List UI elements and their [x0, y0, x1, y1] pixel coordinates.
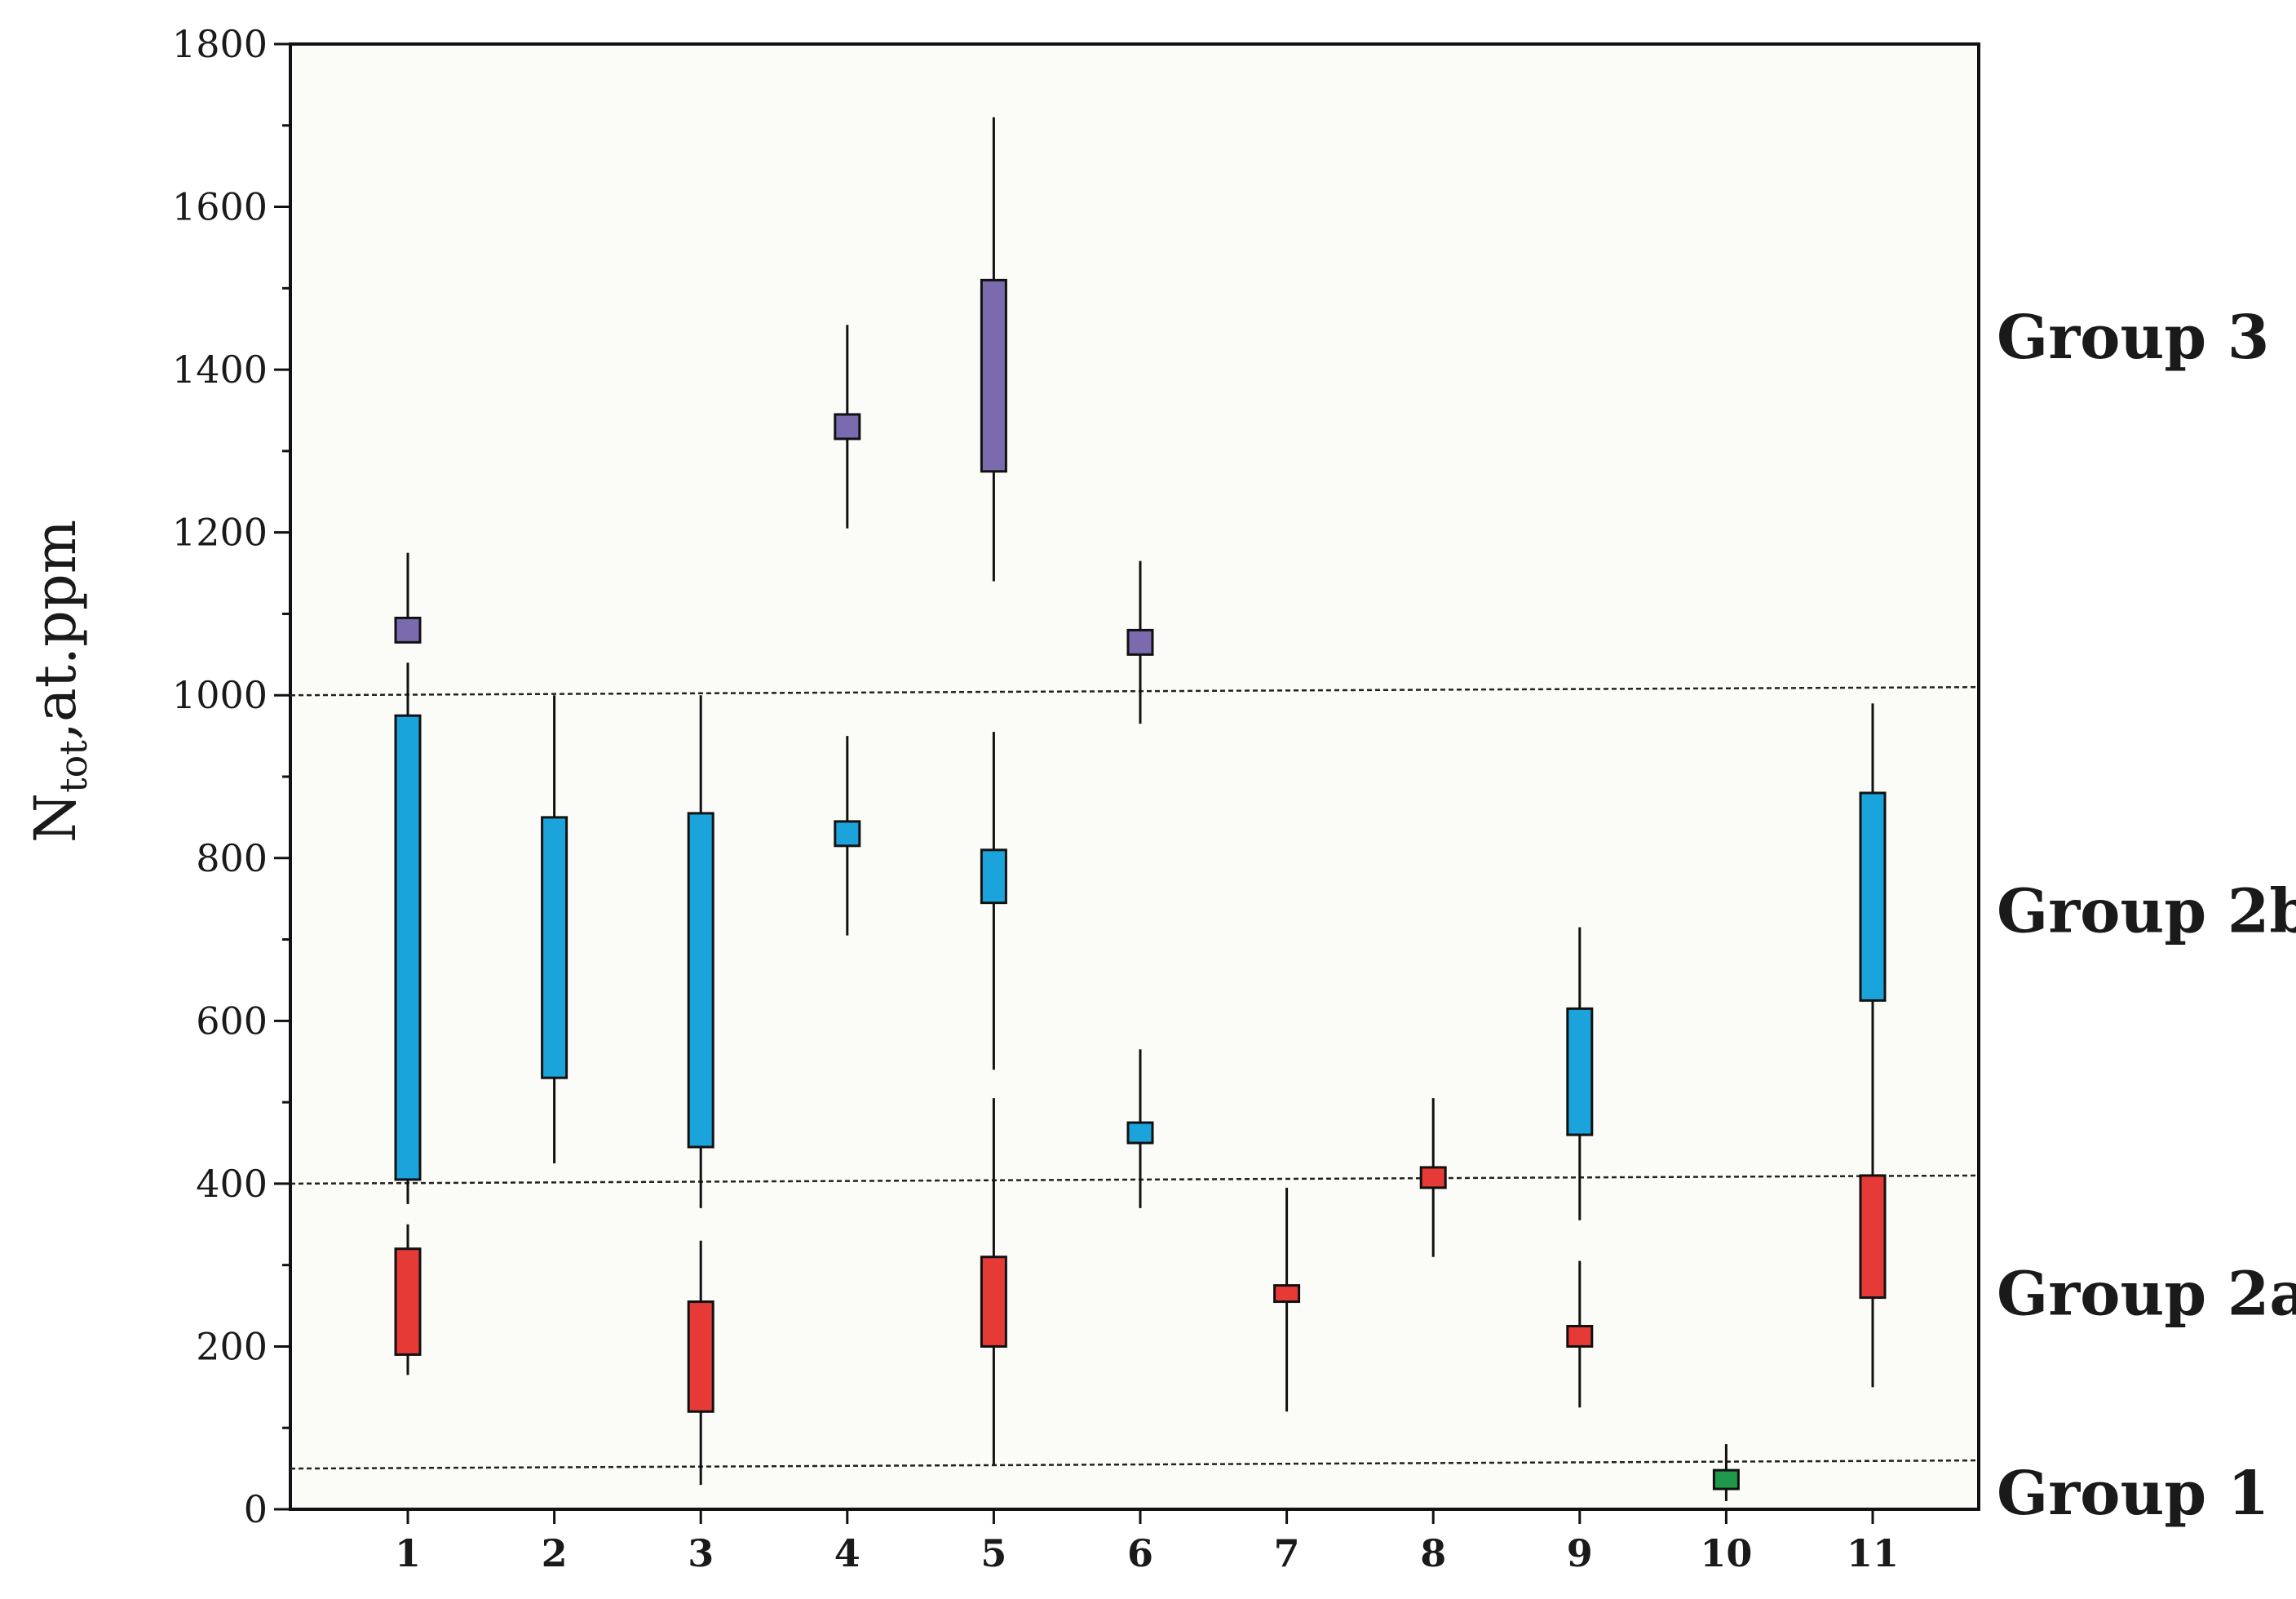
box-1-group3: [394, 616, 422, 644]
x-tick-label-4: 4: [834, 1531, 860, 1575]
box-5-group3: [980, 278, 1007, 473]
boxes: [394, 278, 1887, 1490]
y-axis-label-subscript: tot: [51, 740, 95, 793]
box-8-group2a: [1419, 1166, 1447, 1189]
y-axis-label: Ntot,at.ppm: [22, 520, 95, 843]
group-label-4: Group 1: [1997, 1459, 2269, 1529]
y-axis-label-main: N: [22, 793, 89, 843]
box-4-group2b: [834, 820, 861, 848]
x-tick-label-10: 10: [1700, 1531, 1752, 1575]
x-tick-label-11: 11: [1847, 1531, 1899, 1575]
group-label-2: Group 2b: [1997, 877, 2296, 947]
box-5-group2a: [980, 1256, 1007, 1348]
y-axis: 0 200 400 600 800 1000 1200 1400 1600 1800: [172, 22, 290, 1531]
x-tick-label-9: 9: [1567, 1531, 1593, 1575]
x-tick-label-8: 8: [1420, 1531, 1446, 1575]
plot-area-frame: [289, 42, 1980, 1511]
y-axis-label-suffix: ,at.ppm: [22, 520, 89, 740]
box-7-group2a: [1273, 1284, 1301, 1304]
y-tick-label-0: 0: [244, 1487, 268, 1531]
box-1-group2b: [394, 714, 422, 1181]
box-3-group2a: [687, 1300, 714, 1413]
group-threshold-line-2: [290, 1174, 1980, 1185]
y-tick-label-800: 800: [196, 836, 268, 880]
box-10-group1: [1712, 1468, 1740, 1490]
group-label-1: Group 3: [1997, 303, 2269, 373]
y-tick-label-200: 200: [196, 1324, 268, 1368]
box-11-group2b: [1859, 791, 1887, 1002]
box-6-group2b: [1126, 1121, 1154, 1145]
y-tick-label-600: 600: [196, 999, 268, 1043]
box-9-group2a: [1566, 1325, 1594, 1348]
x-axis: 1 2 3 4 5 6 7 8 9 10 11: [395, 1509, 1899, 1575]
box-2-group2b: [541, 816, 568, 1079]
y-tick-label-400: 400: [196, 1162, 268, 1206]
x-tick-label-3: 3: [688, 1531, 714, 1575]
group-threshold-line-3: [290, 1459, 1980, 1470]
box-3-group2b: [687, 812, 714, 1149]
box-4-group3: [834, 413, 861, 441]
x-tick-label-6: 6: [1127, 1531, 1153, 1575]
box-9-group2b: [1566, 1007, 1594, 1136]
box-11-group2a: [1859, 1174, 1887, 1300]
x-tick-label-1: 1: [395, 1531, 421, 1575]
group-threshold-lines: [290, 685, 1980, 1470]
y-tick-label-1000: 1000: [172, 673, 268, 717]
box-1-group2a: [394, 1247, 422, 1356]
group-labels: Group 3 Group 2b Group 2a Group 1: [1997, 303, 2296, 1529]
group-threshold-line-1: [290, 685, 1980, 697]
x-tick-label-2: 2: [542, 1531, 568, 1575]
y-tick-label-1800: 1800: [172, 22, 268, 66]
y-tick-label-1400: 1400: [172, 348, 268, 392]
box-6-group3: [1126, 628, 1154, 656]
box-5-group2b: [980, 848, 1007, 905]
group-label-3: Group 2a: [1997, 1260, 2296, 1330]
x-tick-label-7: 7: [1274, 1531, 1300, 1575]
y-tick-label-1200: 1200: [172, 511, 268, 555]
x-tick-label-5: 5: [980, 1531, 1006, 1575]
y-tick-label-1600: 1600: [172, 185, 268, 229]
